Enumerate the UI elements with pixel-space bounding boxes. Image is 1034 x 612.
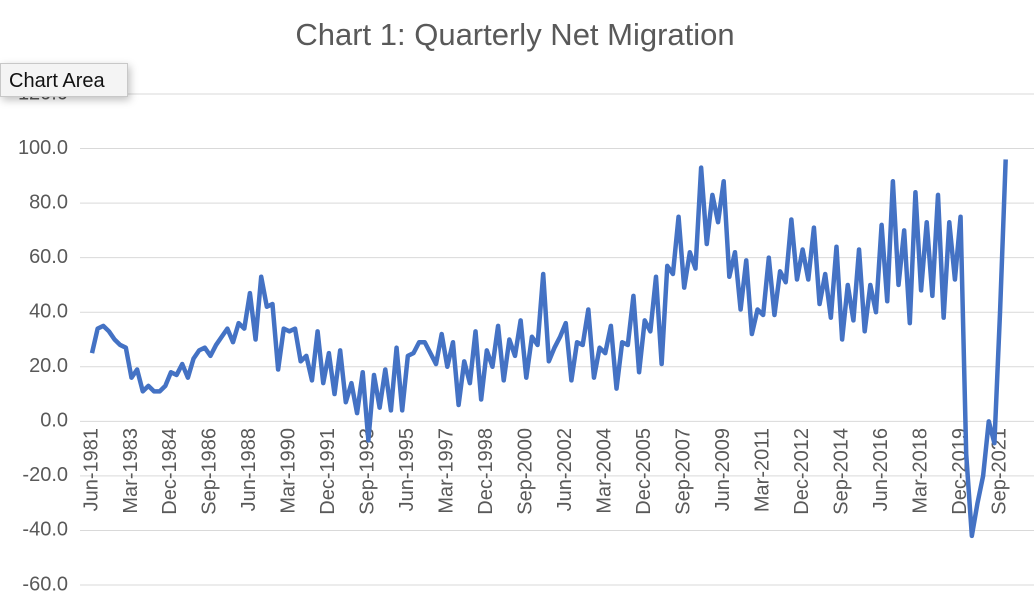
x-tick-label: Mar-2004 xyxy=(594,428,616,514)
x-tick-label: Sep-2014 xyxy=(830,428,852,515)
x-tick-label: Sep-1986 xyxy=(199,428,221,515)
x-tick-label: Dec-2005 xyxy=(633,428,655,515)
x-tick-label: Sep-2007 xyxy=(672,428,694,515)
chart-title: Chart 1: Quarterly Net Migration xyxy=(295,17,734,52)
x-tick-label: Dec-1991 xyxy=(317,428,339,515)
data-line xyxy=(89,159,1008,539)
x-tick-label: Sep-2021 xyxy=(988,428,1010,515)
x-tick-label: Jun-2016 xyxy=(870,428,892,511)
y-tick-label: 80.0 xyxy=(29,191,68,213)
x-tick-label: Mar-1990 xyxy=(278,428,300,514)
x-tick-label: Dec-2012 xyxy=(791,428,813,515)
x-tick-label: Mar-2018 xyxy=(909,428,931,514)
x-tick-label: Jun-1988 xyxy=(238,428,260,511)
y-tick-label: 60.0 xyxy=(29,246,68,268)
x-tick-label: Mar-2011 xyxy=(751,428,773,512)
tooltip: Chart Area xyxy=(0,63,128,97)
x-tick-label: Mar-1983 xyxy=(120,428,142,514)
x-tick-label: Jun-2009 xyxy=(712,428,734,511)
y-tick-label: 0.0 xyxy=(40,410,68,432)
x-tick-label: Sep-1993 xyxy=(357,428,379,515)
y-tick-label: -60.0 xyxy=(22,573,68,595)
x-tick-label: Dec-1984 xyxy=(159,428,181,515)
y-tick-label: -40.0 xyxy=(22,519,68,541)
x-tick-label: Jun-2002 xyxy=(554,428,576,511)
y-tick-label: 40.0 xyxy=(29,301,68,323)
x-tick-label: Dec-1998 xyxy=(475,428,497,515)
x-tick-label: Jun-1995 xyxy=(396,428,418,511)
x-tick-label: Mar-1997 xyxy=(436,428,458,514)
x-tick-label: Jun-1981 xyxy=(80,428,102,511)
y-tick-label: 20.0 xyxy=(29,355,68,377)
y-tick-label: -20.0 xyxy=(22,464,68,486)
x-tick-label: Sep-2000 xyxy=(515,428,537,515)
y-tick-label: 100.0 xyxy=(18,137,68,159)
